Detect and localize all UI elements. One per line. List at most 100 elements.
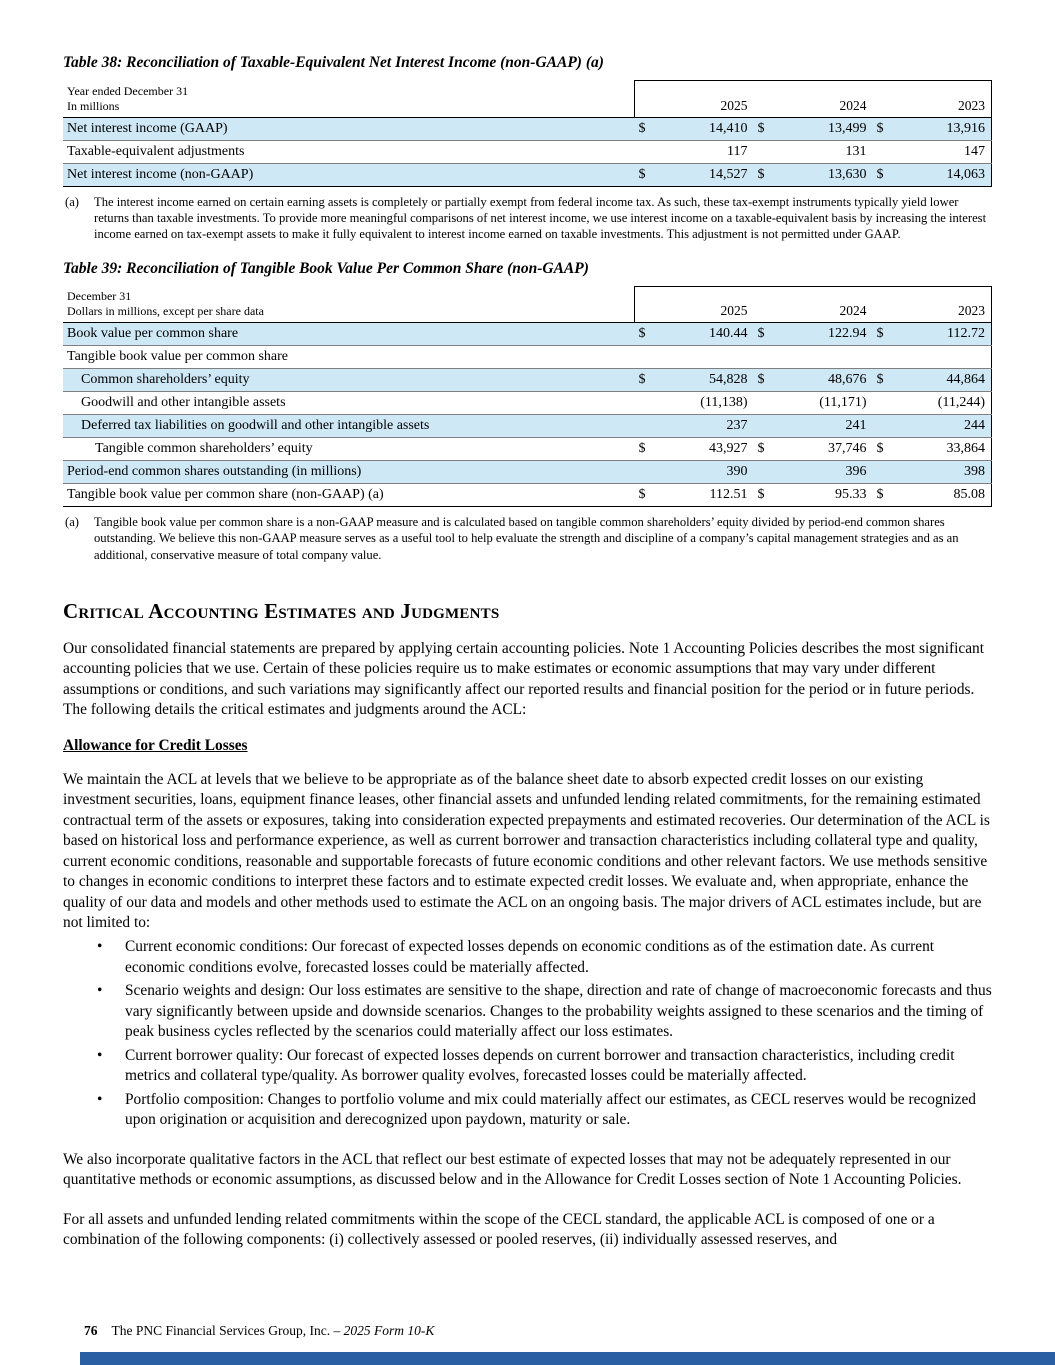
currency-cell bbox=[872, 140, 899, 164]
currency-cell: $ bbox=[634, 368, 661, 393]
table-row: Common shareholders’ equity $ 54,828 $ 4… bbox=[63, 368, 992, 393]
value-cell: 398 bbox=[898, 460, 992, 485]
table38-footnote: (a) The interest income earned on certai… bbox=[63, 194, 992, 242]
value-cell: 140.44 bbox=[660, 322, 754, 347]
value-cell: 396 bbox=[779, 460, 873, 485]
currency-cell: $ bbox=[634, 163, 661, 187]
table39-units-label: Dollars in millions, except per share da… bbox=[67, 304, 264, 319]
bullet-item: Current borrower quality: Our forecast o… bbox=[63, 1046, 992, 1087]
table38-year-2024: 2024 bbox=[753, 80, 873, 118]
row-label: Tangible book value per common share (no… bbox=[63, 483, 635, 508]
table38-units-label: In millions bbox=[67, 98, 120, 113]
row-label: Tangible common shareholders’ equity bbox=[63, 437, 635, 462]
currency-cell: $ bbox=[753, 368, 780, 393]
currency-cell bbox=[634, 414, 661, 439]
currency-cell: $ bbox=[872, 437, 899, 462]
currency-cell bbox=[872, 345, 899, 370]
currency-cell: $ bbox=[872, 322, 899, 347]
section-heading: Critical Accounting Estimates and Judgme… bbox=[63, 598, 500, 623]
currency-cell bbox=[872, 391, 899, 416]
value-cell: (11,138) bbox=[660, 391, 754, 416]
table39-stub-header: December 31 Dollars in millions, except … bbox=[63, 286, 635, 324]
table39-year-2023: 2023 bbox=[872, 285, 992, 324]
value-cell: 122.94 bbox=[779, 322, 873, 347]
currency-cell bbox=[634, 345, 661, 370]
table38: Year ended December 31 In millions 2025 … bbox=[63, 80, 992, 187]
currency-cell: $ bbox=[753, 322, 780, 347]
table39-year-2025: 2025 bbox=[634, 285, 754, 324]
value-cell: 241 bbox=[779, 414, 873, 439]
table-row: Book value per common share $ 140.44 $ 1… bbox=[63, 322, 992, 347]
table38-header-row: Year ended December 31 In millions 2025 … bbox=[63, 80, 992, 118]
value-cell: 85.08 bbox=[898, 483, 992, 508]
table39-footnote: (a) Tangible book value per common share… bbox=[63, 514, 992, 562]
table38-stub-header: Year ended December 31 In millions bbox=[63, 80, 635, 118]
table-row: Net interest income (non-GAAP) $ 14,527 … bbox=[63, 163, 992, 187]
value-cell: 14,527 bbox=[660, 163, 754, 187]
currency-cell bbox=[753, 391, 780, 416]
footnote-marker: (a) bbox=[65, 194, 79, 209]
paragraph-qualitative: We also incorporate qualitative factors … bbox=[63, 1150, 962, 1189]
currency-cell bbox=[753, 140, 780, 164]
table-row: Tangible common shareholders’ equity $ 4… bbox=[63, 437, 992, 462]
row-label: Tangible book value per common share bbox=[63, 345, 635, 370]
currency-cell bbox=[753, 460, 780, 485]
currency-cell bbox=[753, 345, 780, 370]
row-label: Taxable-equivalent adjustments bbox=[63, 140, 635, 164]
table38-period-label: Year ended December 31 bbox=[67, 83, 189, 98]
value-cell: 33,864 bbox=[898, 437, 992, 462]
paragraph-acl: We maintain the ACL at levels that we be… bbox=[63, 770, 990, 931]
value-cell: 112.72 bbox=[898, 322, 992, 347]
currency-cell: $ bbox=[634, 322, 661, 347]
table39: December 31 Dollars in millions, except … bbox=[63, 285, 992, 508]
table38-year-2025: 2025 bbox=[634, 80, 754, 118]
currency-cell bbox=[753, 414, 780, 439]
value-cell: 44,864 bbox=[898, 368, 992, 393]
footnote-marker: (a) bbox=[65, 515, 79, 530]
value-cell: 43,927 bbox=[660, 437, 754, 462]
value-cell: 390 bbox=[660, 460, 754, 485]
value-cell bbox=[660, 345, 754, 370]
table38-year-2023: 2023 bbox=[872, 80, 992, 118]
value-cell: 48,676 bbox=[779, 368, 873, 393]
value-cell: 244 bbox=[898, 414, 992, 439]
value-cell bbox=[779, 345, 873, 370]
row-label: Deferred tax liabilities on goodwill and… bbox=[63, 414, 635, 439]
table-row: Period-end common shares outstanding (in… bbox=[63, 460, 992, 485]
currency-cell: $ bbox=[634, 437, 661, 462]
currency-cell: $ bbox=[753, 163, 780, 187]
table-row: Net interest income (GAAP) $ 14,410 $ 13… bbox=[63, 117, 992, 141]
value-cell: 131 bbox=[779, 140, 873, 164]
row-label: Book value per common share bbox=[63, 322, 635, 347]
currency-cell bbox=[634, 140, 661, 164]
row-label: Period-end common shares outstanding (in… bbox=[63, 460, 635, 485]
value-cell: 147 bbox=[898, 140, 992, 164]
value-cell bbox=[898, 345, 992, 370]
value-cell: (11,171) bbox=[779, 391, 873, 416]
bullet-item: Current economic conditions: Our forecas… bbox=[63, 937, 992, 978]
value-cell: 117 bbox=[660, 140, 754, 164]
document-page: Table 38: Reconciliation of Taxable-Equi… bbox=[0, 0, 1055, 1251]
currency-cell: $ bbox=[753, 117, 780, 141]
currency-cell bbox=[634, 460, 661, 485]
page-footer: 76 The PNC Financial Services Group, Inc.… bbox=[84, 1323, 434, 1339]
table-row: Taxable-equivalent adjustments 117 131 1… bbox=[63, 140, 992, 164]
bullet-item: Scenario weights and design: Our loss es… bbox=[63, 981, 992, 1042]
currency-cell: $ bbox=[872, 117, 899, 141]
paragraph-cecl: For all assets and unfunded lending rela… bbox=[63, 1210, 935, 1249]
row-label: Goodwill and other intangible assets bbox=[63, 391, 635, 416]
table38-title: Table 38: Reconciliation of Taxable-Equi… bbox=[63, 54, 604, 71]
table39-title: Table 39: Reconciliation of Tangible Boo… bbox=[63, 259, 589, 277]
value-cell: (11,244) bbox=[898, 391, 992, 416]
row-label: Net interest income (non-GAAP) bbox=[63, 163, 635, 187]
subheading-allowance-for-credit-losses: Allowance for Credit Losses bbox=[63, 736, 248, 754]
value-cell: 54,828 bbox=[660, 368, 754, 393]
footnote-text: The interest income earned on certain ea… bbox=[94, 194, 987, 241]
footer-accent-bar bbox=[80, 1352, 1055, 1365]
currency-cell: $ bbox=[634, 483, 661, 508]
row-label: Common shareholders’ equity bbox=[63, 368, 635, 393]
table-row: Deferred tax liabilities on goodwill and… bbox=[63, 414, 992, 439]
footnote-text: Tangible book value per common share is … bbox=[94, 515, 959, 562]
value-cell: 14,410 bbox=[660, 117, 754, 141]
value-cell: 37,746 bbox=[779, 437, 873, 462]
